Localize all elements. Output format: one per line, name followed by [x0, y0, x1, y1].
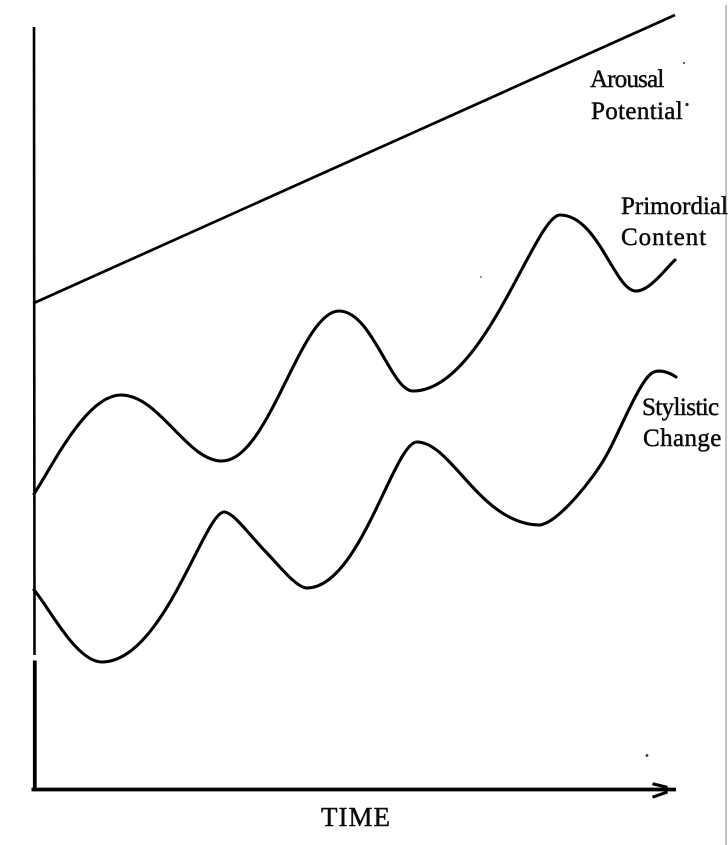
svg-text:Potential: Potential	[591, 98, 683, 125]
svg-text:Arousal: Arousal	[590, 66, 664, 93]
svg-text:Content: Content	[621, 224, 707, 251]
svg-text:Stylistic: Stylistic	[642, 394, 719, 421]
svg-text:Primordial: Primordial	[621, 193, 728, 220]
svg-text:Change: Change	[643, 425, 722, 452]
svg-text:TIME: TIME	[321, 802, 391, 832]
